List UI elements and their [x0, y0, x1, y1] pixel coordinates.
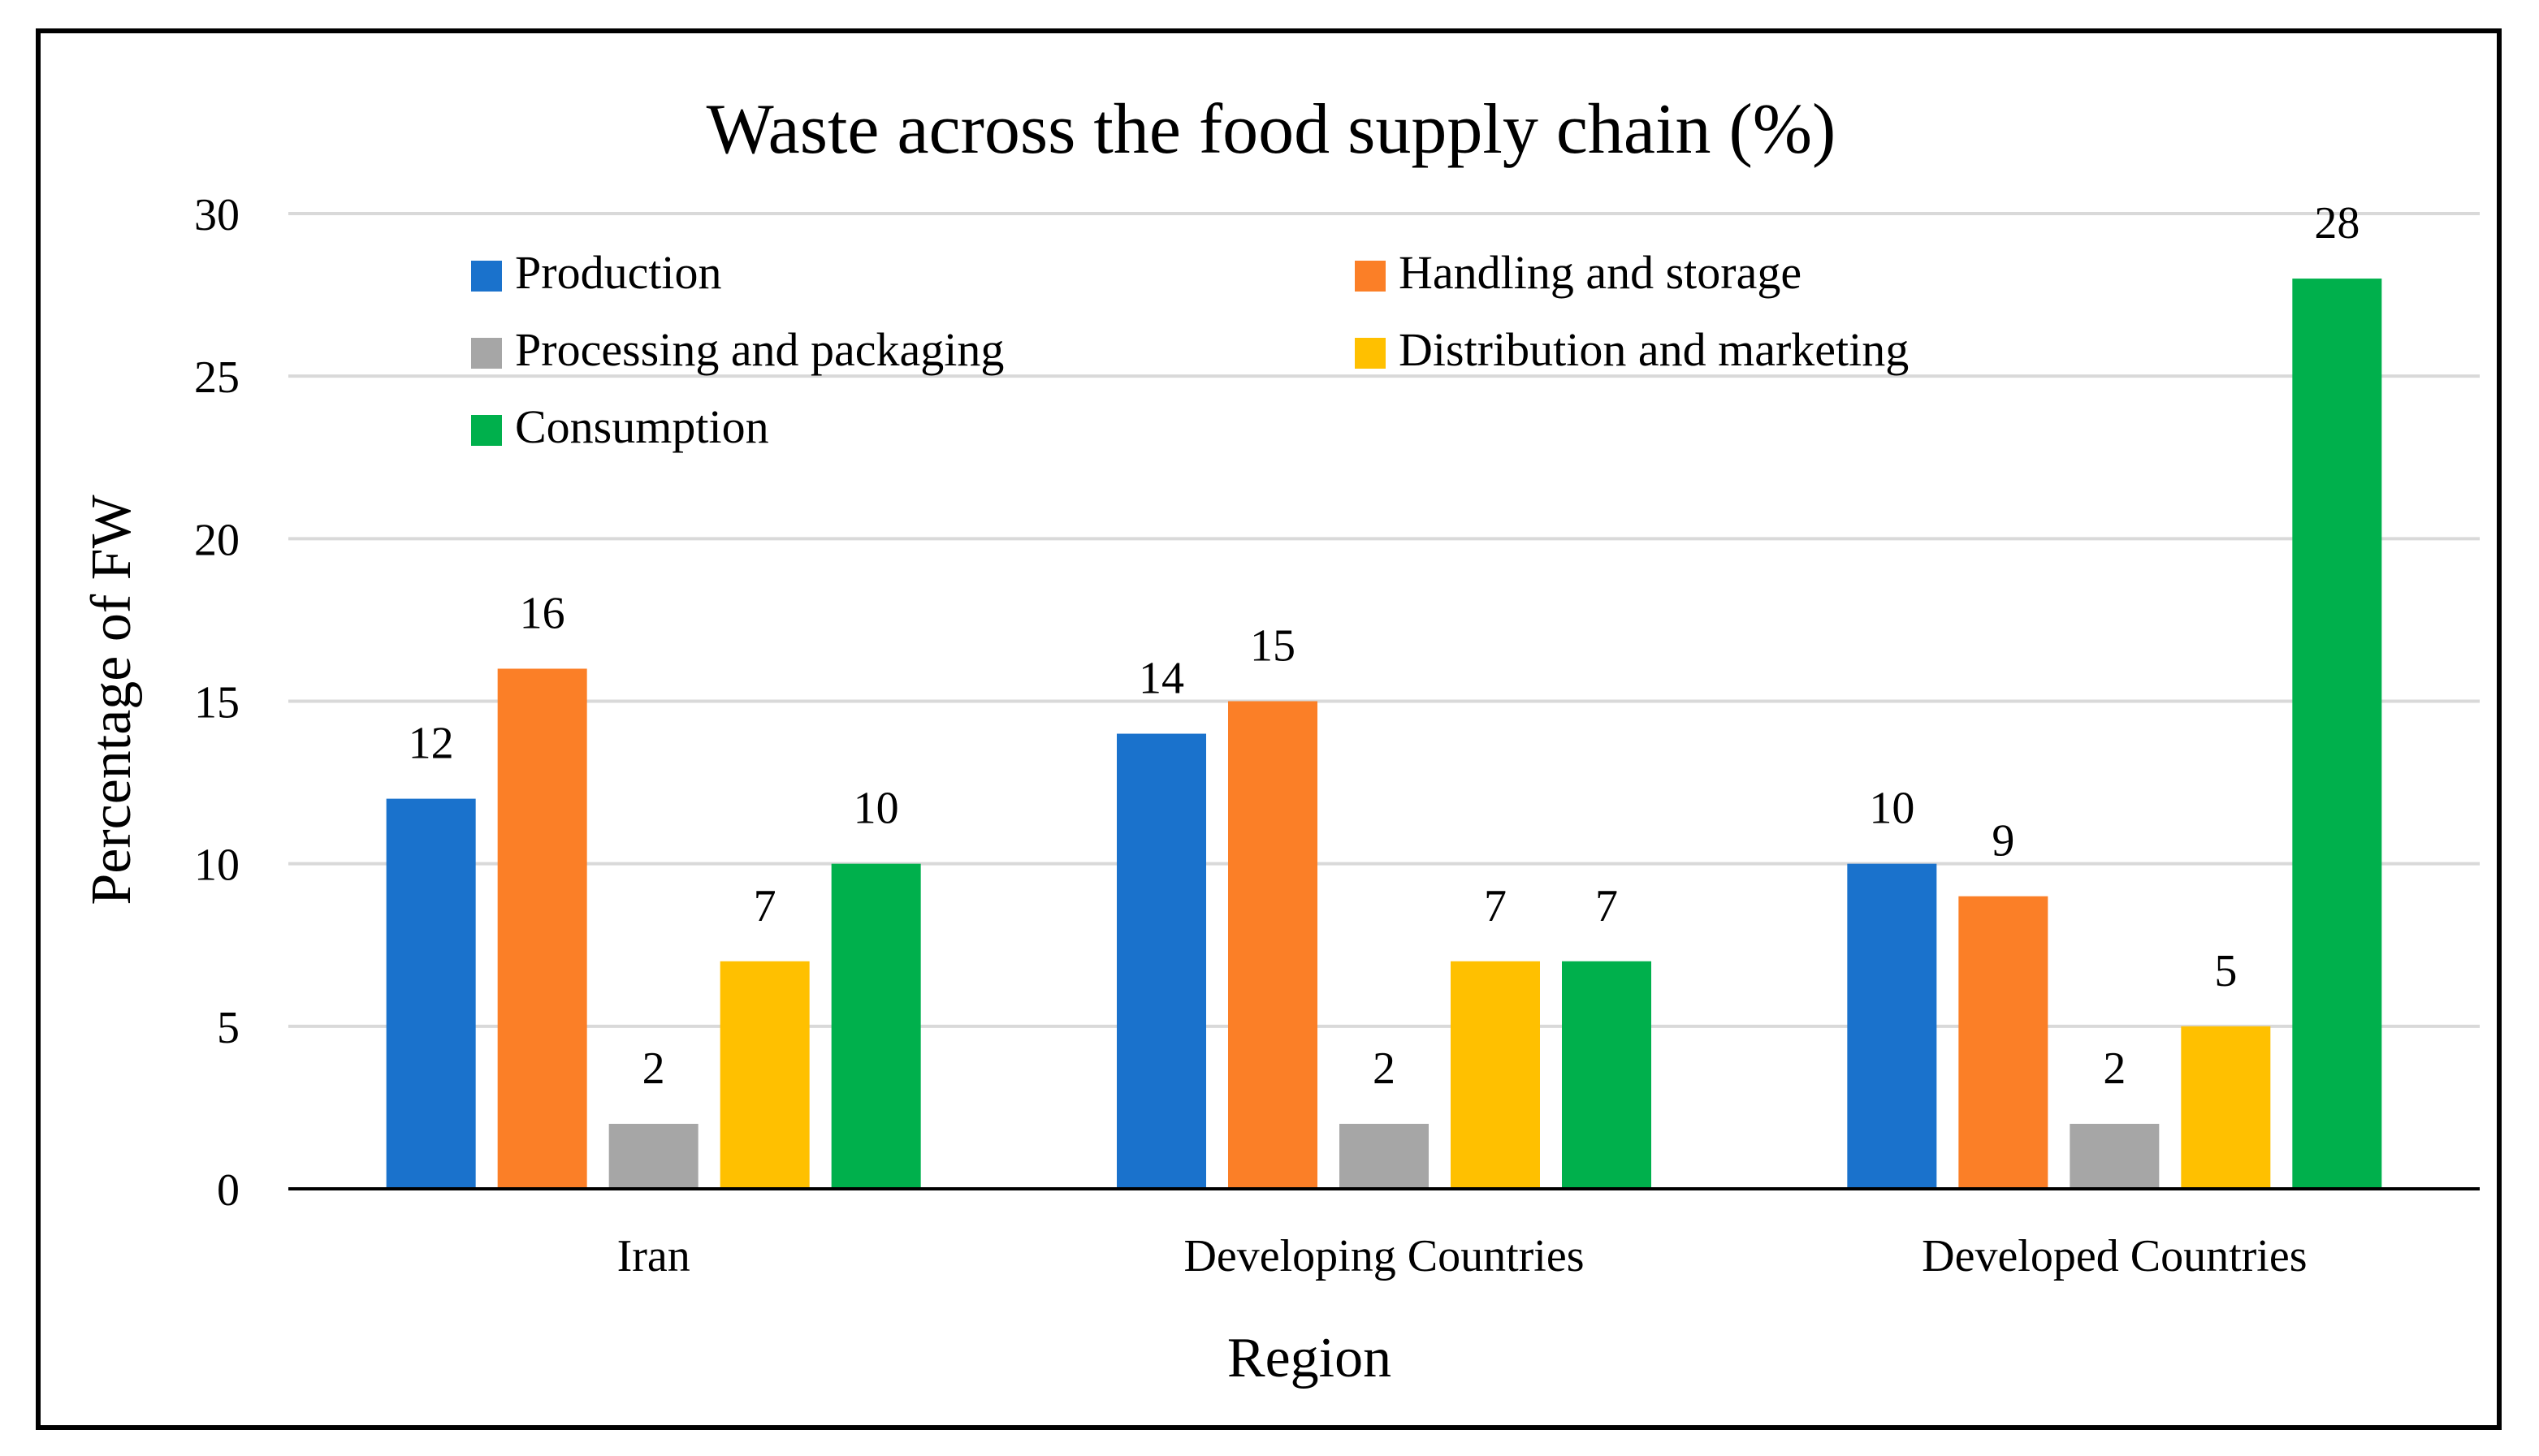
data-label: 2 — [1373, 1043, 1395, 1094]
bar-processing-and-packaging — [2070, 1123, 2160, 1189]
bar-distribution-and-marketing — [720, 961, 810, 1189]
data-label: 2 — [642, 1043, 665, 1094]
bar-handling-and-storage — [1228, 701, 1317, 1189]
y-tick-label: 25 — [194, 352, 240, 403]
legend-label: Handling and storage — [1399, 246, 1802, 299]
legend-label: Distribution and marketing — [1399, 323, 1909, 376]
bar-production — [1847, 863, 1937, 1189]
y-tick-label: 5 — [217, 1003, 240, 1053]
x-axis-categories: Iran Developing Countries Developed Countr… — [617, 1231, 2308, 1281]
data-label: 10 — [854, 784, 899, 834]
chart-title: Waste across the food supply chain (%) — [707, 90, 1836, 169]
data-label: 9 — [1992, 816, 2014, 866]
legend-item: Distribution and marketing — [1355, 323, 1909, 376]
data-label: 14 — [1139, 654, 1184, 704]
legend-swatch — [471, 261, 502, 292]
chart-border — [36, 28, 2502, 1430]
y-axis-ticks: 0 5 10 15 20 25 30 — [194, 190, 240, 1216]
data-label: 7 — [1595, 881, 1618, 931]
y-tick-label: 15 — [194, 678, 240, 728]
y-axis-title: Percentage of FW — [80, 495, 143, 905]
y-tick-label: 30 — [194, 190, 240, 240]
y-tick-label: 0 — [217, 1165, 240, 1216]
data-label: 16 — [520, 588, 565, 638]
bar-handling-and-storage — [1958, 896, 2048, 1189]
bar-distribution-and-marketing — [2181, 1026, 2271, 1189]
bar-production — [1117, 733, 1206, 1189]
bar-distribution-and-marketing — [1451, 961, 1540, 1189]
bar-handling-and-storage — [497, 668, 587, 1189]
legend-item: Production — [471, 246, 722, 299]
legend-item: Consumption — [471, 400, 769, 453]
data-label: 7 — [1484, 881, 1507, 931]
legend: Production Handling and storage Processing… — [471, 246, 1909, 453]
legend-label: Processing and packaging — [515, 323, 1004, 376]
x-category-label: Developing Countries — [1183, 1231, 1584, 1281]
data-label: 5 — [2214, 946, 2237, 996]
legend-swatch — [1355, 338, 1386, 369]
data-label: 10 — [1869, 784, 1914, 834]
data-label: 12 — [409, 719, 454, 769]
y-tick-label: 10 — [194, 840, 240, 891]
bar-production — [386, 798, 476, 1189]
gridlines — [288, 212, 2480, 1028]
data-labels: 12 16 2 7 10 14 15 2 7 7 10 9 2 5 28 — [409, 198, 2360, 1094]
bar-consumption — [831, 863, 921, 1189]
bar-processing-and-packaging — [608, 1123, 699, 1189]
y-tick-label: 20 — [194, 515, 240, 565]
legend-swatch — [471, 415, 502, 446]
bar-processing-and-packaging — [1339, 1123, 1429, 1189]
legend-item: Processing and packaging — [471, 323, 1004, 376]
x-axis-title: Region — [1227, 1327, 1391, 1389]
x-category-label: Iran — [617, 1231, 690, 1281]
data-label: 15 — [1250, 621, 1295, 672]
legend-label: Consumption — [515, 400, 769, 453]
legend-swatch — [471, 338, 502, 369]
bar-consumption — [1562, 961, 1651, 1189]
data-label: 2 — [2103, 1043, 2126, 1094]
legend-swatch — [1355, 261, 1386, 292]
legend-item: Handling and storage — [1355, 246, 1802, 299]
data-label: 7 — [754, 881, 776, 931]
x-category-label: Developed Countries — [1922, 1231, 2307, 1281]
bar-consumption — [2292, 279, 2382, 1190]
bars — [386, 279, 2382, 1190]
legend-label: Production — [515, 246, 722, 299]
data-label: 28 — [2314, 198, 2359, 248]
